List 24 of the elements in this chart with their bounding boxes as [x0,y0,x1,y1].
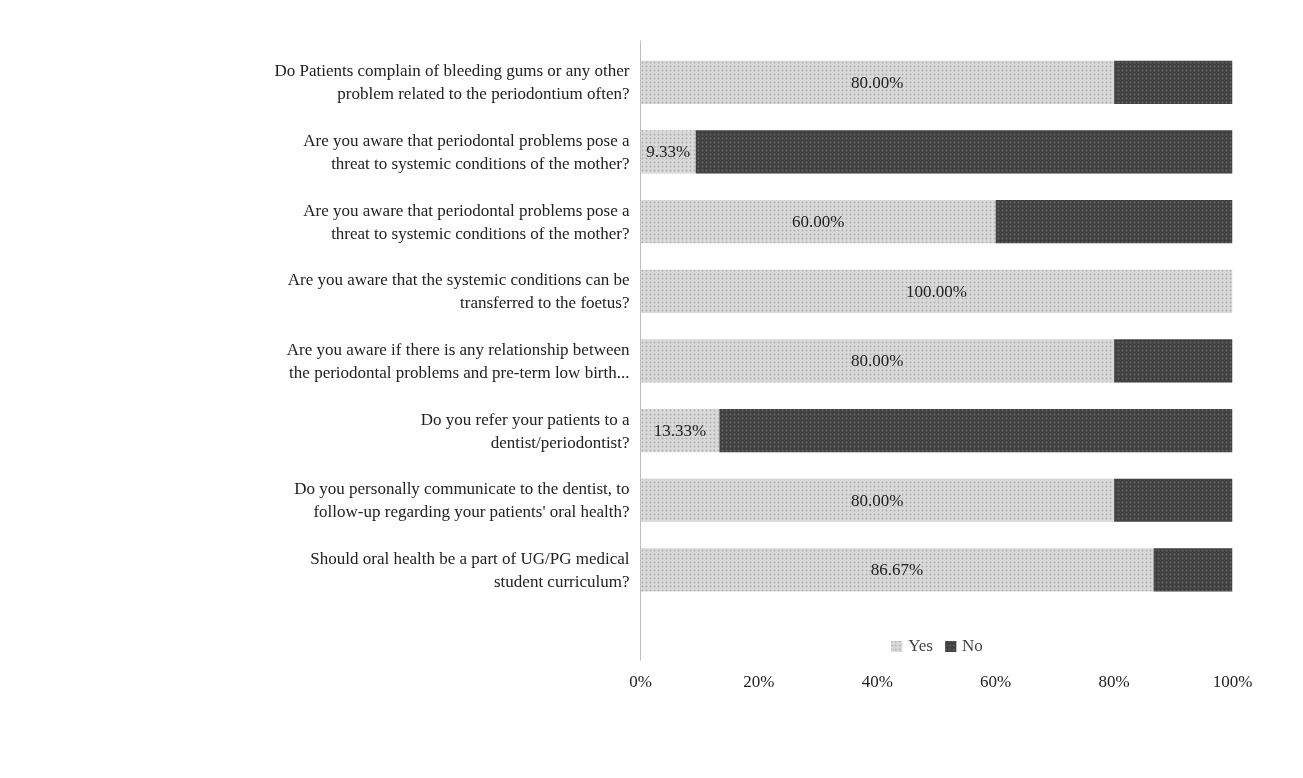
y-tick-label: Are you aware that periodontal problems pose a threat to systemic conditions of the mother? [303,131,630,173]
x-tick-label: 40% [861,671,893,691]
data-label: 80.00% [851,490,904,510]
y-tick-label: Are you aware that periodontal problems pose a threat to systemic conditions of the mother? [303,200,630,243]
x-tick-label: 20% [743,671,775,691]
data-label: 80.00% [851,351,904,371]
x-tick-label: 100% [1212,671,1253,691]
legend-label: No [961,636,983,656]
data-label: 13.33% [653,421,707,441]
y-tick-label: Are you aware that the systemic conditions can be transferred to the foetus? [287,270,630,313]
data-label: 86.67% [870,560,924,580]
y-tick-label: Do Patients complain of bleeding gums or any other problem related to the periodontium often? [274,61,630,104]
y-tick-label: Should oral health be a part of UG/PG medical student curriculum? [310,549,630,591]
data-label: 80.00% [851,72,904,92]
y-tick-label: Are you aware if there is any relationship between the periodontal problems and pre-term low birth... [286,340,630,382]
x-tick-label: 0% [629,671,652,691]
data-label: 60.00% [791,212,845,232]
y-tick-label: Do you personally communicate to the dentist, to follow-up regarding your patients' oral health? [294,479,630,522]
data-label: 9.33% [646,142,691,162]
data-label: 100.00% [906,281,967,301]
x-tick-label: 80% [1098,671,1130,691]
x-tick-label: 60% [980,671,1012,691]
legend-label: Yes [908,636,933,656]
y-tick-label: Do you refer your patients to a dentist/periodontist? [420,409,630,452]
